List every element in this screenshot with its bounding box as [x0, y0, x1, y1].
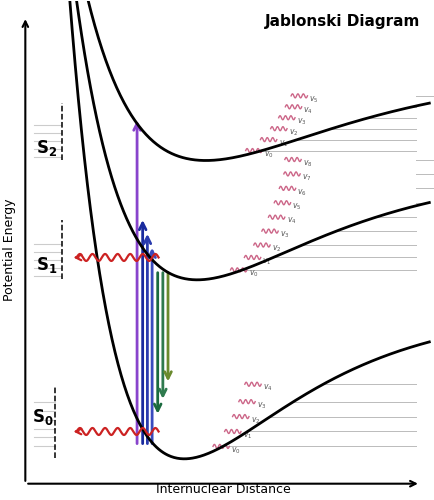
- Text: $\mathbf{S_2}$: $\mathbf{S_2}$: [36, 138, 57, 158]
- Text: $v_6$: $v_6$: [297, 187, 306, 198]
- Text: Jablonski Diagram: Jablonski Diagram: [265, 14, 420, 29]
- Text: $v_5$: $v_5$: [292, 202, 301, 212]
- Text: $v_2$: $v_2$: [250, 416, 260, 426]
- Text: $\mathbf{S_0}$: $\mathbf{S_0}$: [32, 406, 53, 426]
- Text: $v_4$: $v_4$: [262, 383, 272, 394]
- Text: Internuclear Distance: Internuclear Distance: [155, 483, 290, 496]
- Text: Potential Energy: Potential Energy: [3, 198, 16, 301]
- Text: $v_5$: $v_5$: [309, 94, 318, 105]
- Text: $v_3$: $v_3$: [279, 230, 289, 240]
- Text: $v_2$: $v_2$: [288, 128, 297, 138]
- Text: $v_3$: $v_3$: [296, 116, 306, 127]
- Text: $v_2$: $v_2$: [271, 244, 281, 254]
- Text: $\mathbf{S_1}$: $\mathbf{S_1}$: [36, 255, 57, 275]
- Text: $v_8$: $v_8$: [302, 158, 312, 168]
- Text: $v_3$: $v_3$: [256, 400, 266, 411]
- Text: $v_1$: $v_1$: [242, 430, 252, 440]
- Text: $v_0$: $v_0$: [248, 268, 258, 279]
- Text: $v_0$: $v_0$: [230, 445, 240, 456]
- Text: $v_7$: $v_7$: [301, 172, 311, 183]
- Text: $v_1$: $v_1$: [262, 256, 271, 266]
- Text: $v_1$: $v_1$: [278, 138, 287, 149]
- Text: $v_4$: $v_4$: [286, 216, 296, 226]
- Text: $v_4$: $v_4$: [302, 106, 312, 116]
- Text: $v_0$: $v_0$: [263, 150, 273, 160]
